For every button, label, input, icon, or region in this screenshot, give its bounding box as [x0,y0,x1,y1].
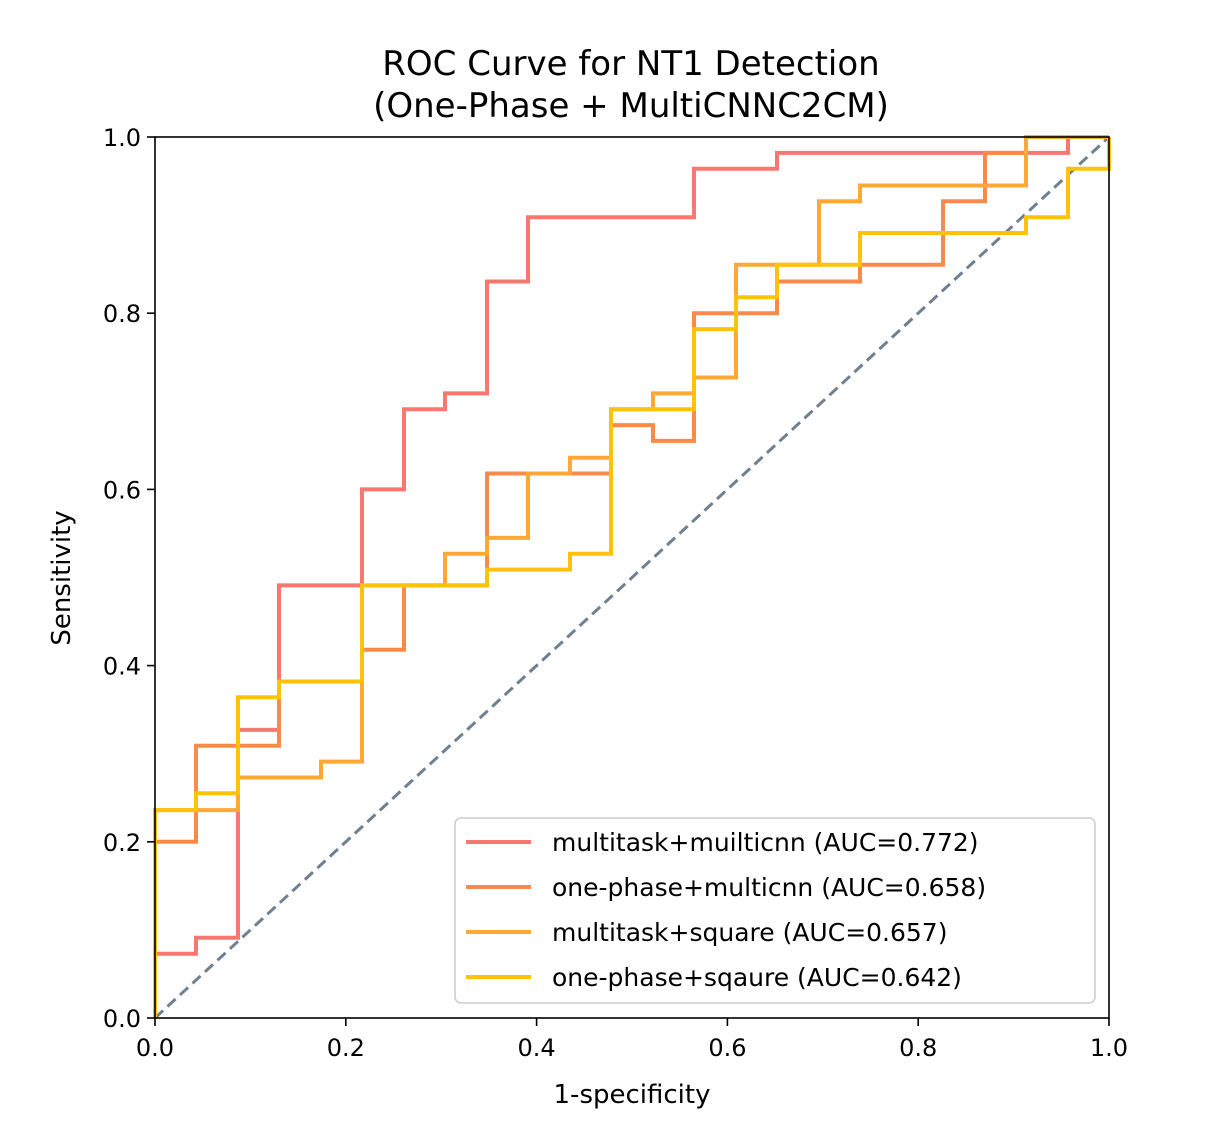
y-tick-label: 1.0 [103,124,141,152]
x-axis-label: 1-specificity [554,1080,711,1110]
roc-series-1 [153,135,1109,1018]
plot-area-frame [154,136,1110,1019]
legend-label-3: multitask+square (AUC=0.657) [552,918,947,947]
x-tick-label: 0.6 [708,1034,746,1062]
ticks-layer: 0.0 0.2 0.4 0.6 0.8 1.0 0.0 0.2 0.4 0.6 0.8 1.0 [103,124,1128,1062]
reference-layer [153,135,1111,1020]
legend-items: multitask+muilticnn (AUC=0.772) one-phase… [466,828,986,992]
chart-title: ROC Curve for NT1 Detection [382,44,879,84]
legend-label-4: one-phase+sqaure (AUC=0.642) [552,963,962,992]
roc-series-3 [153,135,1109,1018]
x-tick-label: 0.4 [518,1034,556,1062]
y-tick-label: 0.6 [103,476,141,504]
y-tick-label: 0.2 [103,829,141,857]
legend-label-1: multitask+muilticnn (AUC=0.772) [552,828,979,857]
chart-subtitle: (One-Phase + MultiCNNC2CM) [373,86,889,126]
x-tick-label: 0.8 [899,1034,937,1062]
chance-reference-line [153,135,1111,1020]
legend-label-2: one-phase+multicnn (AUC=0.658) [552,873,986,902]
legend-box [454,817,1096,1004]
x-tick-label: 0.0 [136,1034,174,1062]
y-tick-label: 0.0 [103,1005,141,1033]
y-axis-label: Sensitivity [47,510,77,645]
series-layer [153,135,1111,1018]
legend: multitask+muilticnn (AUC=0.772) one-phase… [454,817,1096,1004]
y-tick-label: 0.8 [103,300,141,328]
x-tick-label: 1.0 [1090,1034,1128,1062]
y-tick-label: 0.4 [103,653,141,681]
roc-series-4 [153,137,1111,1018]
x-tick-label: 0.2 [327,1034,365,1062]
